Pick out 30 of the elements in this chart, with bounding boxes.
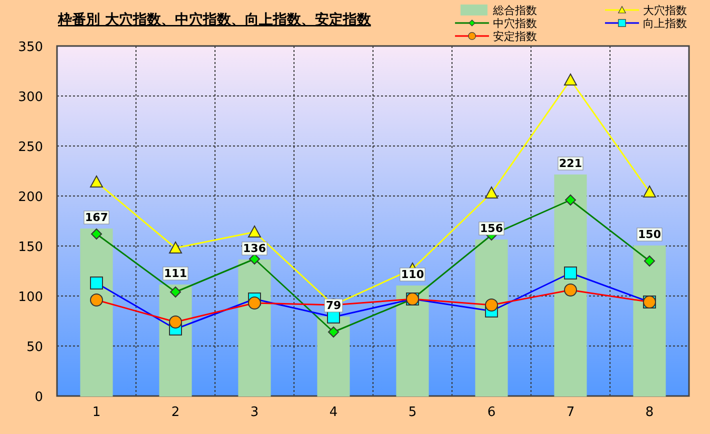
legend-label: 向上指数 bbox=[643, 17, 687, 30]
x-tick-label: 6 bbox=[487, 405, 496, 420]
chart-title: 枠番別 大穴指数、中穴指数、向上指数、安定指数 bbox=[57, 11, 372, 28]
x-tick-label: 2 bbox=[171, 405, 180, 420]
data-label: 111 bbox=[164, 267, 187, 280]
y-tick-label: 100 bbox=[18, 290, 43, 305]
data-label: 156 bbox=[480, 222, 504, 235]
x-tick-label: 8 bbox=[645, 405, 654, 420]
data-label: 136 bbox=[243, 242, 266, 255]
x-tick-label: 3 bbox=[250, 405, 259, 420]
y-tick-label: 250 bbox=[18, 140, 43, 155]
data-label: 221 bbox=[559, 157, 582, 170]
x-tick-label: 4 bbox=[329, 405, 338, 420]
x-tick-label: 5 bbox=[408, 405, 417, 420]
data-label: 167 bbox=[85, 211, 108, 224]
legend-label: 大穴指数 bbox=[643, 4, 687, 17]
y-tick-label: 50 bbox=[26, 340, 43, 355]
y-tick-label: 150 bbox=[18, 240, 43, 255]
y-tick-label: 200 bbox=[18, 190, 43, 205]
legend-label: 総合指数 bbox=[492, 4, 537, 17]
y-tick-label: 300 bbox=[18, 90, 43, 105]
data-label: 110 bbox=[401, 268, 424, 281]
data-label: 79 bbox=[326, 299, 342, 312]
x-tick-label: 7 bbox=[566, 405, 575, 420]
legend-label: 中穴指数 bbox=[493, 17, 537, 30]
y-tick-label: 350 bbox=[18, 40, 43, 55]
y-tick-label: 0 bbox=[34, 390, 43, 405]
legend-label: 安定指数 bbox=[493, 30, 537, 43]
x-tick-label: 1 bbox=[92, 405, 101, 420]
data-label: 150 bbox=[638, 228, 662, 241]
